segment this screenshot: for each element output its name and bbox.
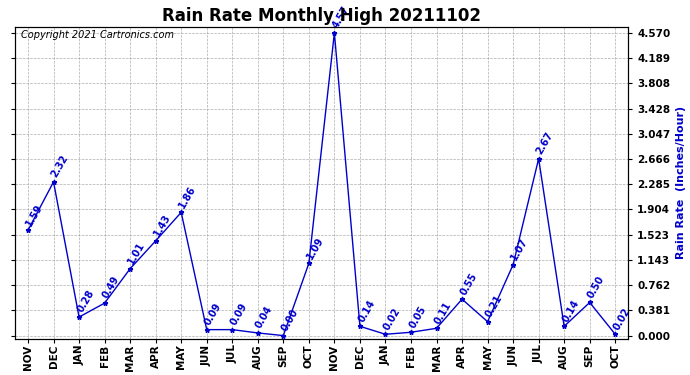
Text: 1.43: 1.43 [152, 212, 172, 238]
Text: 0.09: 0.09 [203, 301, 224, 327]
Text: 0.11: 0.11 [433, 300, 453, 326]
Text: 4.57: 4.57 [331, 4, 351, 30]
Text: 1.09: 1.09 [305, 235, 326, 261]
Text: 0.05: 0.05 [407, 304, 428, 330]
Text: 1.01: 1.01 [126, 240, 147, 266]
Text: 1.07: 1.07 [509, 236, 530, 262]
Text: 1.86: 1.86 [177, 184, 198, 210]
Text: Copyright 2021 Cartronics.com: Copyright 2021 Cartronics.com [21, 30, 175, 40]
Text: 0.50: 0.50 [586, 274, 607, 300]
Text: 0.28: 0.28 [75, 288, 96, 314]
Text: 0.21: 0.21 [484, 293, 504, 319]
Text: 0.09: 0.09 [228, 301, 249, 327]
Text: 2.67: 2.67 [535, 130, 555, 156]
Text: 0.02: 0.02 [611, 306, 632, 332]
Text: 0.55: 0.55 [458, 271, 479, 297]
Text: 0.02: 0.02 [382, 306, 402, 332]
Text: 2.32: 2.32 [50, 153, 70, 179]
Text: 1.59: 1.59 [24, 202, 45, 228]
Title: Rain Rate Monthly High 20211102: Rain Rate Monthly High 20211102 [162, 7, 481, 25]
Text: 0.04: 0.04 [254, 304, 275, 330]
Y-axis label: Rain Rate  (Inches/Hour): Rain Rate (Inches/Hour) [676, 106, 686, 260]
Text: 0.14: 0.14 [560, 298, 581, 324]
Text: 0.00: 0.00 [279, 307, 300, 333]
Text: 0.49: 0.49 [101, 275, 121, 300]
Text: 0.14: 0.14 [356, 298, 377, 324]
